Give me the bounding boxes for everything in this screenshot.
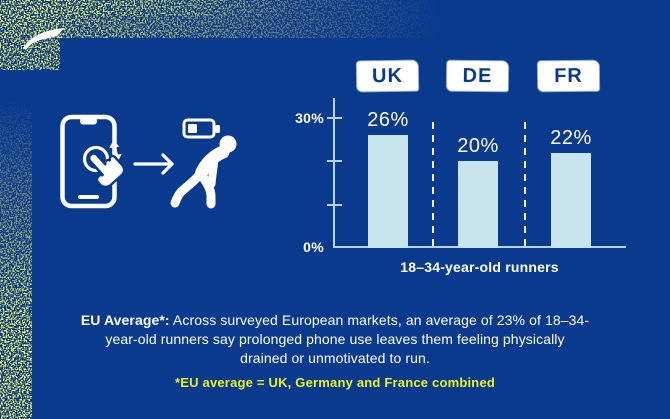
footnote: *EU average = UK, Germany and France com… xyxy=(174,375,496,390)
eu-average-body: Across surveyed European markets, an ave… xyxy=(105,312,590,366)
bar-uk xyxy=(368,135,408,248)
separator-dashed-line xyxy=(524,122,526,247)
y-tick-10 xyxy=(327,204,342,206)
bar-de xyxy=(458,161,498,248)
phone-home-bar xyxy=(78,195,99,199)
x-axis-label: 18–34-year-old runners xyxy=(400,259,559,275)
bar-value-fr: 22% xyxy=(550,126,592,149)
country-label-de: DE xyxy=(446,60,509,92)
y-tick-20 xyxy=(327,160,342,162)
low-battery-icon xyxy=(182,118,220,139)
brooks-logo-icon xyxy=(23,28,65,50)
bar-group-fr: 22% xyxy=(539,127,603,248)
country-label-uk: UK xyxy=(356,60,419,92)
bar-group-uk: 26% xyxy=(356,109,420,248)
runner-figure xyxy=(170,135,237,209)
country-label-fr-text: FR xyxy=(554,64,583,87)
y-tick-30 xyxy=(327,117,342,119)
separator-dashed-line xyxy=(432,122,434,247)
country-label-fr: FR xyxy=(537,60,600,92)
bar-value-uk: 26% xyxy=(367,109,409,132)
arrow-right-icon xyxy=(133,153,174,175)
bar-fr xyxy=(551,152,591,248)
y-axis-line xyxy=(333,98,335,248)
country-label-uk-text: UK xyxy=(371,64,404,87)
scroll-gesture-icon xyxy=(82,139,126,189)
bar-value-de: 20% xyxy=(457,135,499,158)
bar-group-de: 20% xyxy=(446,135,510,248)
country-label-de-text: DE xyxy=(462,64,493,87)
y-axis-label-bottom: 0% xyxy=(303,239,324,255)
y-axis-label-top: 30% xyxy=(295,110,324,126)
pointing-hand-icon xyxy=(87,152,126,189)
eu-average-lead: EU Average*: xyxy=(80,312,170,328)
eu-average-paragraph: EU Average*: Across surveyed European ma… xyxy=(80,311,590,368)
phone-scroll-icon xyxy=(60,114,126,209)
drained-runner-icon xyxy=(170,118,237,209)
phone-notch xyxy=(80,117,97,125)
